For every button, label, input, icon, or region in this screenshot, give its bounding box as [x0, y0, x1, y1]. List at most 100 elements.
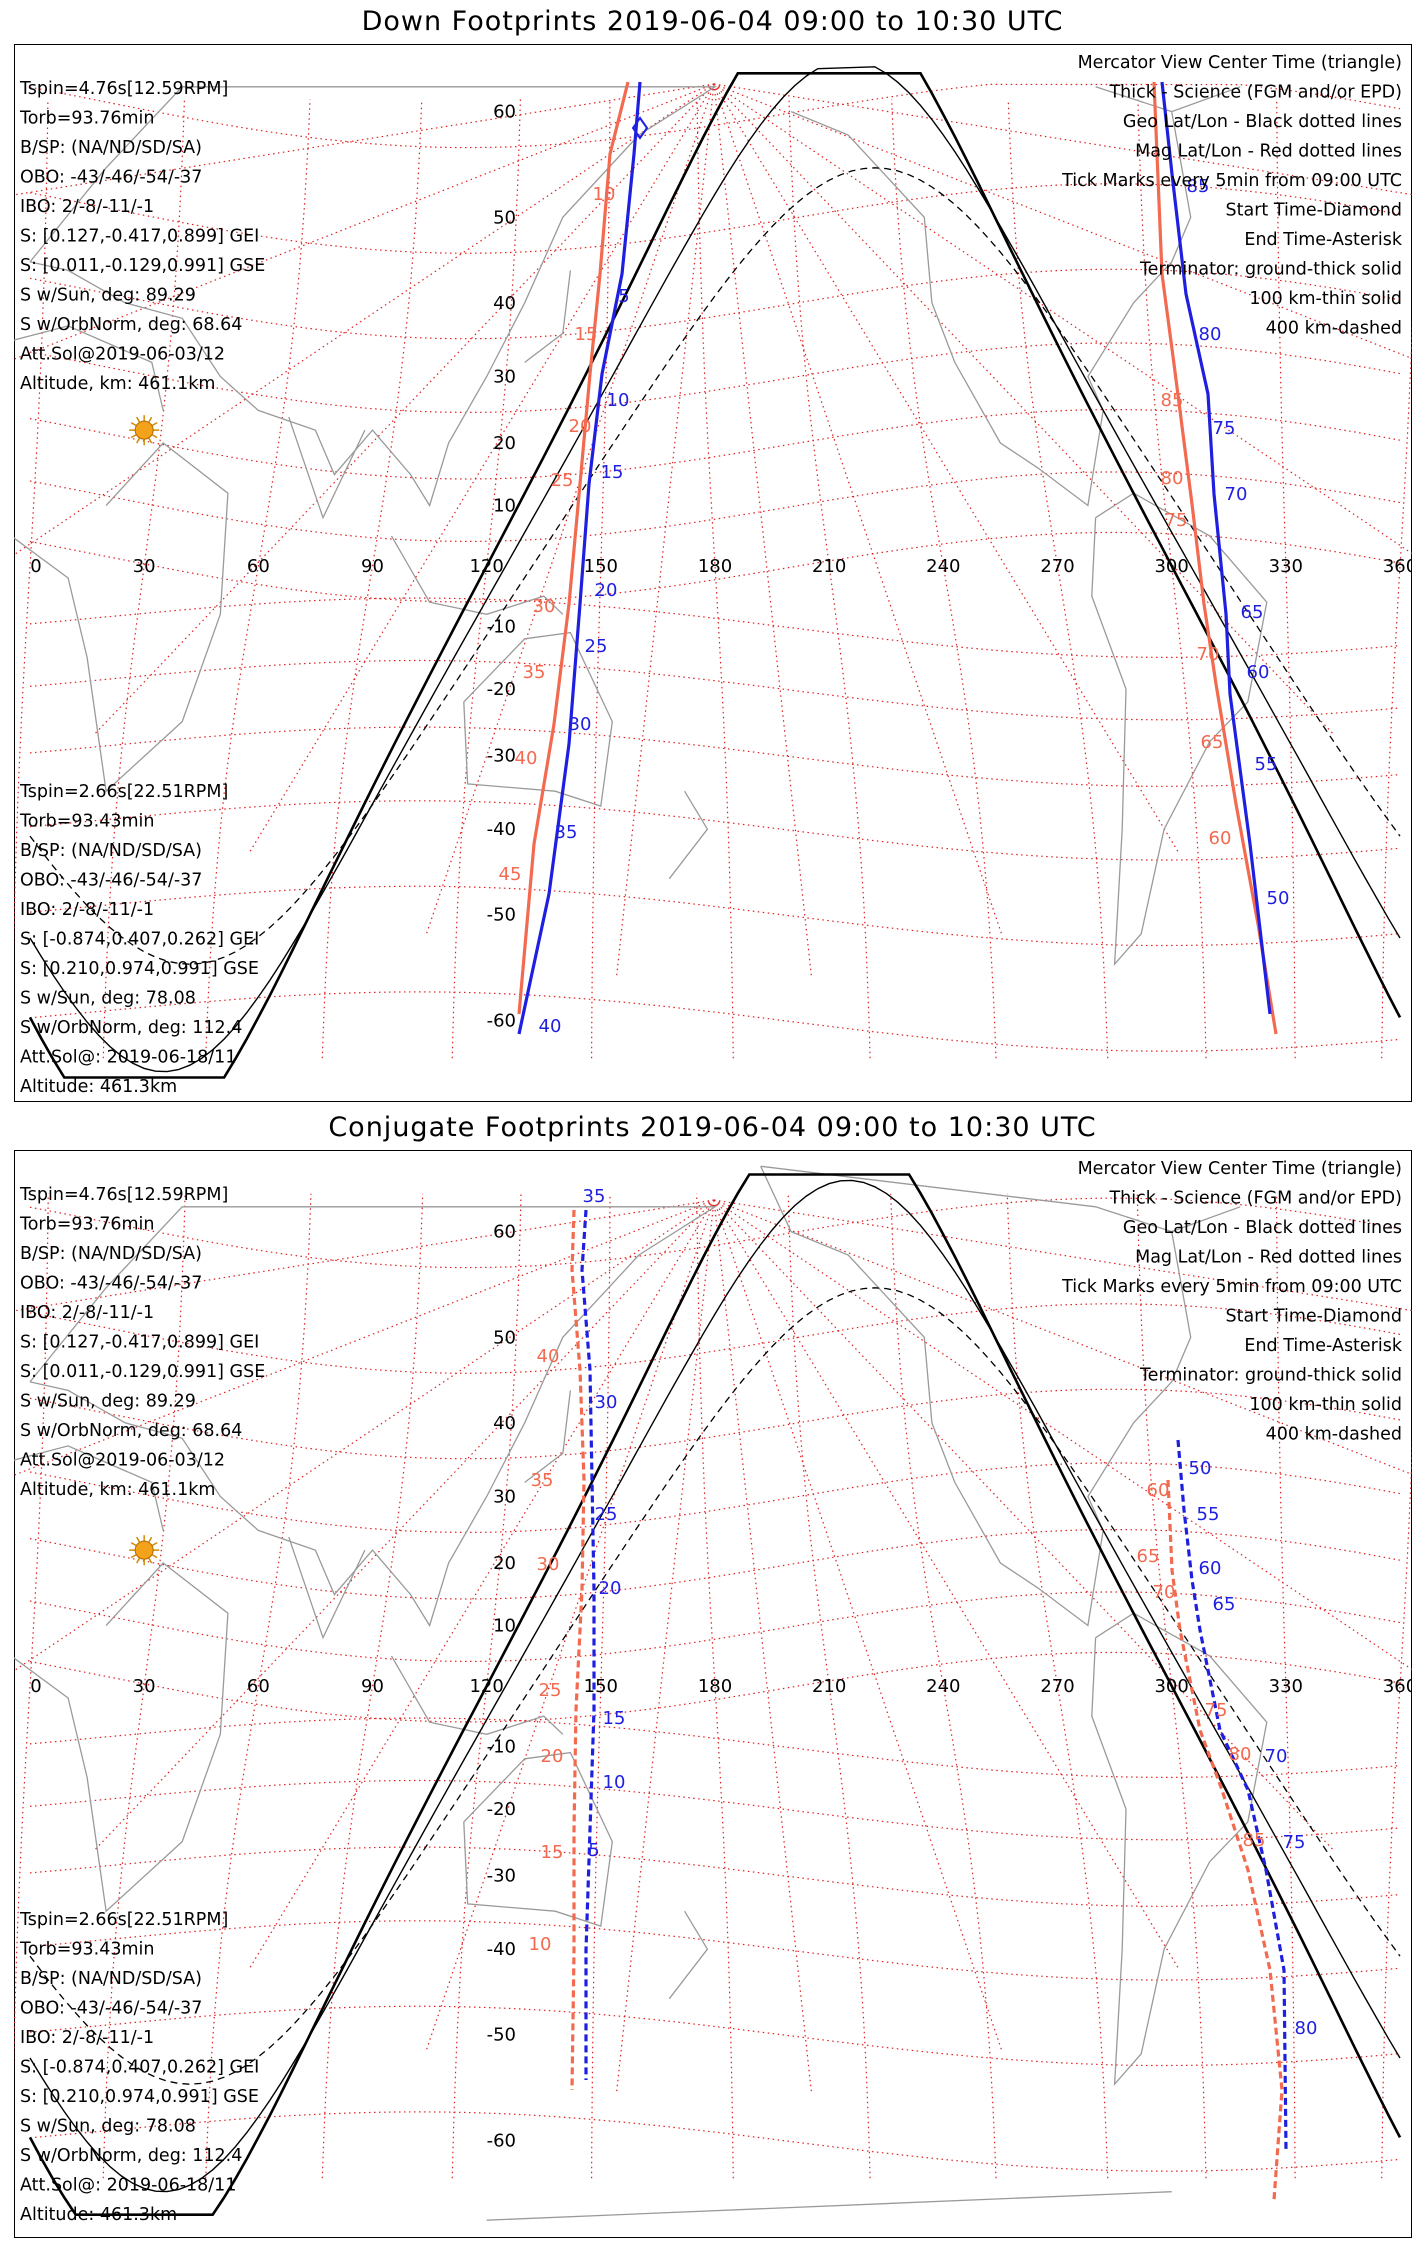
mag-lon-line: [788, 99, 871, 1059]
tick-mark-label: 30: [537, 1554, 560, 1575]
tick-mark-label: 80: [1229, 1744, 1252, 1765]
legend: Mercator View Center Time (triangle) Thic…: [1061, 1159, 1403, 1445]
elfin-a-line: Torb=93.76min: [19, 109, 155, 129]
lon-label: 120: [469, 1676, 503, 1697]
elfin-b-track-east: [1166, 1479, 1284, 2201]
coastline: [390, 535, 564, 615]
legend-line: Mag Lat/Lon - Red dotted lines: [1135, 142, 1402, 162]
lat-label: -30: [487, 746, 516, 767]
tick-mark-label: 5: [618, 286, 629, 307]
mag-lon-line: [102, 1193, 186, 2179]
tick-mark-label: 20: [569, 416, 592, 437]
lon-label: 240: [926, 556, 960, 577]
elfin-b-line: S w/OrbNorm, deg: 112.4: [20, 2146, 242, 2166]
elfin-b-track-west: [570, 1209, 586, 2091]
elfin-b-line: IBO: 2/-8/-11/-1: [20, 2028, 154, 2048]
terminator-400km: [29, 167, 1401, 965]
mag-lat-line: [29, 1303, 1401, 1374]
elfin-b-info: Tspin=2.66s[22.51RPM] Torb=93.43min B/SP: …: [19, 782, 259, 1097]
mag-lon-line: [696, 99, 734, 1059]
elfin-a-line: B/SP: (NA/ND/SD/SA): [20, 138, 202, 158]
mag-polar-line: [14, 83, 715, 360]
lat-label: -40: [487, 1939, 516, 1960]
tick-labels: 60 65 70 75 80 85: [1137, 1480, 1266, 1851]
tick-mark-label: 70: [1225, 484, 1248, 505]
coastline: [524, 270, 572, 363]
elfin-a-line: Tspin=4.76s[12.59RPM]: [19, 1185, 228, 1205]
lat-label: 10: [493, 1615, 516, 1636]
coastline: [288, 416, 366, 520]
elfin-b-line: OBO: -43/-46/-54/-37: [20, 871, 202, 891]
coastline: [463, 1751, 613, 1927]
mag-lon-line: [321, 1193, 424, 2179]
lat-label: 50: [493, 1327, 516, 1348]
elfin-a-line: OBO: -43/-46/-54/-37: [20, 1274, 202, 1294]
mag-lat-line: [29, 1920, 1401, 1981]
mag-lon-line: [1137, 99, 1207, 1059]
coastline: [390, 1655, 564, 1735]
lat-label: -10: [487, 1737, 516, 1758]
tick-mark-label: 35: [583, 1186, 606, 1207]
lon-label: 90: [361, 556, 384, 577]
elfin-b-line: Att.Sol@: 2019-06-18/11: [20, 2176, 236, 2196]
tick-mark-label: 35: [531, 1470, 554, 1491]
tick-mark-label: 60: [1199, 1558, 1222, 1579]
elfin-b-line: Att.Sol@: 2019-06-18/11: [20, 1048, 236, 1068]
mag-lon-line: [1006, 1193, 1109, 2179]
lat-label: -40: [487, 819, 516, 840]
coastline: [29, 86, 718, 508]
mag-lon-line: [590, 99, 611, 1059]
lat-label: 60: [493, 1222, 516, 1243]
mag-lon-line: [205, 99, 311, 1059]
mag-polar-lines: [14, 83, 1412, 979]
tick-mark-label: 70: [1197, 644, 1220, 665]
mag-lat-line: [29, 471, 1401, 543]
elfin-a-line: S w/Sun, deg: 89.29: [20, 1392, 196, 1412]
mag-polar-line: [14, 1199, 715, 1672]
mag-lat-line: [29, 409, 1401, 480]
conjugate-footprints-map: 0306090120150180210240270300330360706050…: [14, 1150, 1412, 2238]
elfin-b-track-east: [1152, 81, 1278, 1035]
lon-label: 0: [30, 1676, 41, 1697]
tick-labels: 35 30 25 20 15 10 5: [583, 1186, 626, 1861]
lon-label: 210: [812, 556, 846, 577]
tick-mark-label: 65: [1201, 732, 1224, 753]
lon-label: 300: [1154, 556, 1188, 577]
lat-label: 10: [493, 495, 516, 516]
elfin-a-info: Tspin=4.76s[12.59RPM] Torb=93.76min B/SP: …: [19, 1185, 265, 1500]
mag-polar-line: [713, 83, 1412, 360]
terminator-100km: [29, 1179, 1401, 2193]
tick-mark-label: 15: [601, 462, 624, 483]
lon-label: 330: [1269, 1676, 1303, 1697]
elfin-b-line: B/SP: (NA/ND/SD/SA): [20, 1969, 202, 1989]
elfin-a-track-east: [1176, 1439, 1288, 2151]
mag-lat-line: [29, 1779, 1401, 1841]
lon-label: 150: [584, 556, 618, 577]
tick-mark-label: 85: [1161, 390, 1184, 411]
mag-lat-line: [29, 1197, 1401, 1269]
lon-label: 330: [1269, 556, 1303, 577]
legend-line: Start Time-Diamond: [1226, 1307, 1402, 1327]
tick-mark-label: 10: [607, 390, 630, 411]
lon-label: 120: [469, 556, 503, 577]
tick-mark-label: 55: [1197, 1504, 1220, 1525]
lat-label: 60: [493, 102, 516, 123]
mag-lat-line: [29, 659, 1401, 721]
mag-polar-line: [247, 1199, 715, 1971]
mag-polar-line: [713, 83, 1181, 855]
legend-line: Thick - Science (FGM and/or EPD): [1108, 83, 1402, 103]
lon-label: 270: [1040, 556, 1074, 577]
tick-mark-label: 50: [1189, 1458, 1212, 1479]
mag-lat-line: [29, 726, 1401, 787]
lat-label: 40: [493, 1413, 516, 1434]
sun-icon: [129, 415, 160, 446]
tick-mark-label: 10: [529, 1934, 552, 1955]
lon-label: 30: [133, 556, 156, 577]
coastline: [14, 325, 229, 793]
elfin-b-line: Torb=93.43min: [19, 1940, 155, 1960]
mag-lon-line: [451, 99, 521, 1059]
map-svg: 0306090120150180210240270300330360706050…: [14, 1150, 1412, 2238]
elfin-a-track-west: [517, 81, 642, 1035]
tick-mark-label: 75: [1165, 510, 1188, 531]
elfin-b-line: IBO: 2/-8/-11/-1: [20, 900, 154, 920]
